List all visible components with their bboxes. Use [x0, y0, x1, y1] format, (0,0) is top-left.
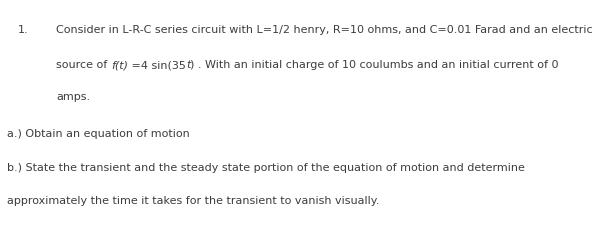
Text: amps.: amps.: [56, 92, 91, 102]
Text: t: t: [186, 60, 190, 70]
Text: b.) State the transient and the steady state portion of the equation of motion a: b.) State the transient and the steady s…: [7, 163, 525, 173]
Text: approximately the time it takes for the transient to vanish visually.: approximately the time it takes for the …: [7, 196, 379, 206]
Text: 1.: 1.: [18, 25, 28, 35]
Text: a.) Obtain an equation of motion: a.) Obtain an equation of motion: [7, 129, 190, 139]
Text: Consider in L-R-C series circuit with L=1/2 henry, R=10 ohms, and C=0.01 Farad a: Consider in L-R-C series circuit with L=…: [56, 25, 592, 35]
Text: source of: source of: [56, 60, 111, 70]
Text: f(t): f(t): [111, 60, 128, 70]
Text: =4 sin(35: =4 sin(35: [128, 60, 186, 70]
Text: ) . With an initial charge of 10 coulumbs and an initial current of 0: ) . With an initial charge of 10 coulumb…: [190, 60, 559, 70]
